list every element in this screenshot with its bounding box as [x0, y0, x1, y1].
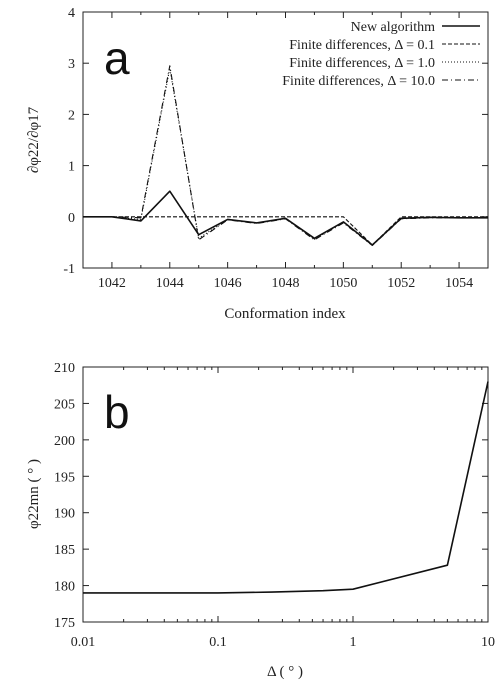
panel-a-y-tick-label: -1 [63, 262, 75, 277]
panel-a-x-axis-label: Conformation index [224, 306, 346, 322]
panel-a-x-tick-label: 1050 [329, 276, 357, 291]
panel-b-y-tick-label: 200 [54, 434, 75, 449]
panel-a-legend-label: New algorithm [351, 20, 435, 35]
panel-a-legend: New algorithm Finite differences, Δ = 0.1… [282, 20, 480, 89]
panel-b-x-tick-label: 1 [350, 635, 357, 650]
panel-a-x-ticks: 1042 1044 1046 1048 1050 1052 1054 [82, 12, 489, 291]
panel-b-y-tick-label: 210 [54, 361, 75, 376]
panel-b-y-tick-label: 175 [54, 616, 75, 631]
panel-a-y-tick-label: 0 [68, 211, 75, 226]
panel-b-x-tick-label: 10 [481, 635, 495, 650]
panel-b-series-line-0 [83, 381, 489, 594]
panel-b-chart: 175 180 185 190 195 200 205 210 0.01 0.1 1 10 b Δ … [26, 361, 495, 680]
panel-a-series-group [83, 65, 488, 247]
panel-a-x-tick-label: 1042 [98, 276, 126, 291]
panel-a-y-axis-label: ∂φ22/∂φ17 [26, 106, 42, 173]
panel-a-legend-label: Finite differences, Δ = 10.0 [282, 74, 435, 89]
panel-a-y-tick-label: 2 [68, 108, 75, 123]
panel-b-x-ticks: 0.01 0.1 1 10 [71, 367, 495, 650]
panel-a-x-tick-label: 1044 [156, 276, 184, 291]
panel-a-y-ticks: -1 0 1 2 3 4 [63, 6, 488, 277]
panel-a-legend-label: Finite differences, Δ = 0.1 [289, 38, 435, 53]
panel-a-x-tick-label: 1048 [272, 276, 300, 291]
panel-b-series-group [83, 381, 489, 594]
panel-b-y-axis-label: φ22mn ( ° ) [26, 459, 42, 529]
panel-a-chart: -1 0 1 2 3 4 1042 1044 1046 1048 1050 1052 1054 a N… [26, 6, 489, 322]
panel-a-y-tick-label: 4 [68, 6, 75, 21]
panel-a-x-tick-label: 1054 [445, 276, 473, 291]
panel-a-y-tick-label: 3 [68, 57, 75, 72]
panel-b-x-tick-label: 0.1 [209, 635, 227, 650]
panel-a-legend-label: Finite differences, Δ = 1.0 [289, 56, 435, 71]
panel-b-y-tick-label: 195 [54, 470, 75, 485]
panel-b-y-ticks: 175 180 185 190 195 200 205 210 [54, 361, 488, 631]
panel-b-plot-frame [82, 366, 489, 623]
panel-b-x-tick-label: 0.01 [71, 635, 96, 650]
panel-a-series-line-0 [83, 190, 488, 246]
panel-b-y-tick-label: 190 [54, 507, 75, 522]
panel-b-letter: b [104, 386, 130, 438]
panel-b-x-axis-label: Δ ( ° ) [267, 664, 303, 680]
panel-b-y-tick-label: 180 [54, 580, 75, 595]
panel-a-x-tick-label: 1046 [214, 276, 242, 291]
panel-a-x-tick-label: 1052 [387, 276, 415, 291]
panel-a-y-tick-label: 1 [68, 160, 75, 175]
panel-b-y-tick-label: 205 [54, 397, 75, 412]
panel-a-letter: a [104, 32, 130, 84]
panel-a-series-line-1 [83, 216, 488, 246]
panel-b-y-tick-label: 185 [54, 543, 75, 558]
